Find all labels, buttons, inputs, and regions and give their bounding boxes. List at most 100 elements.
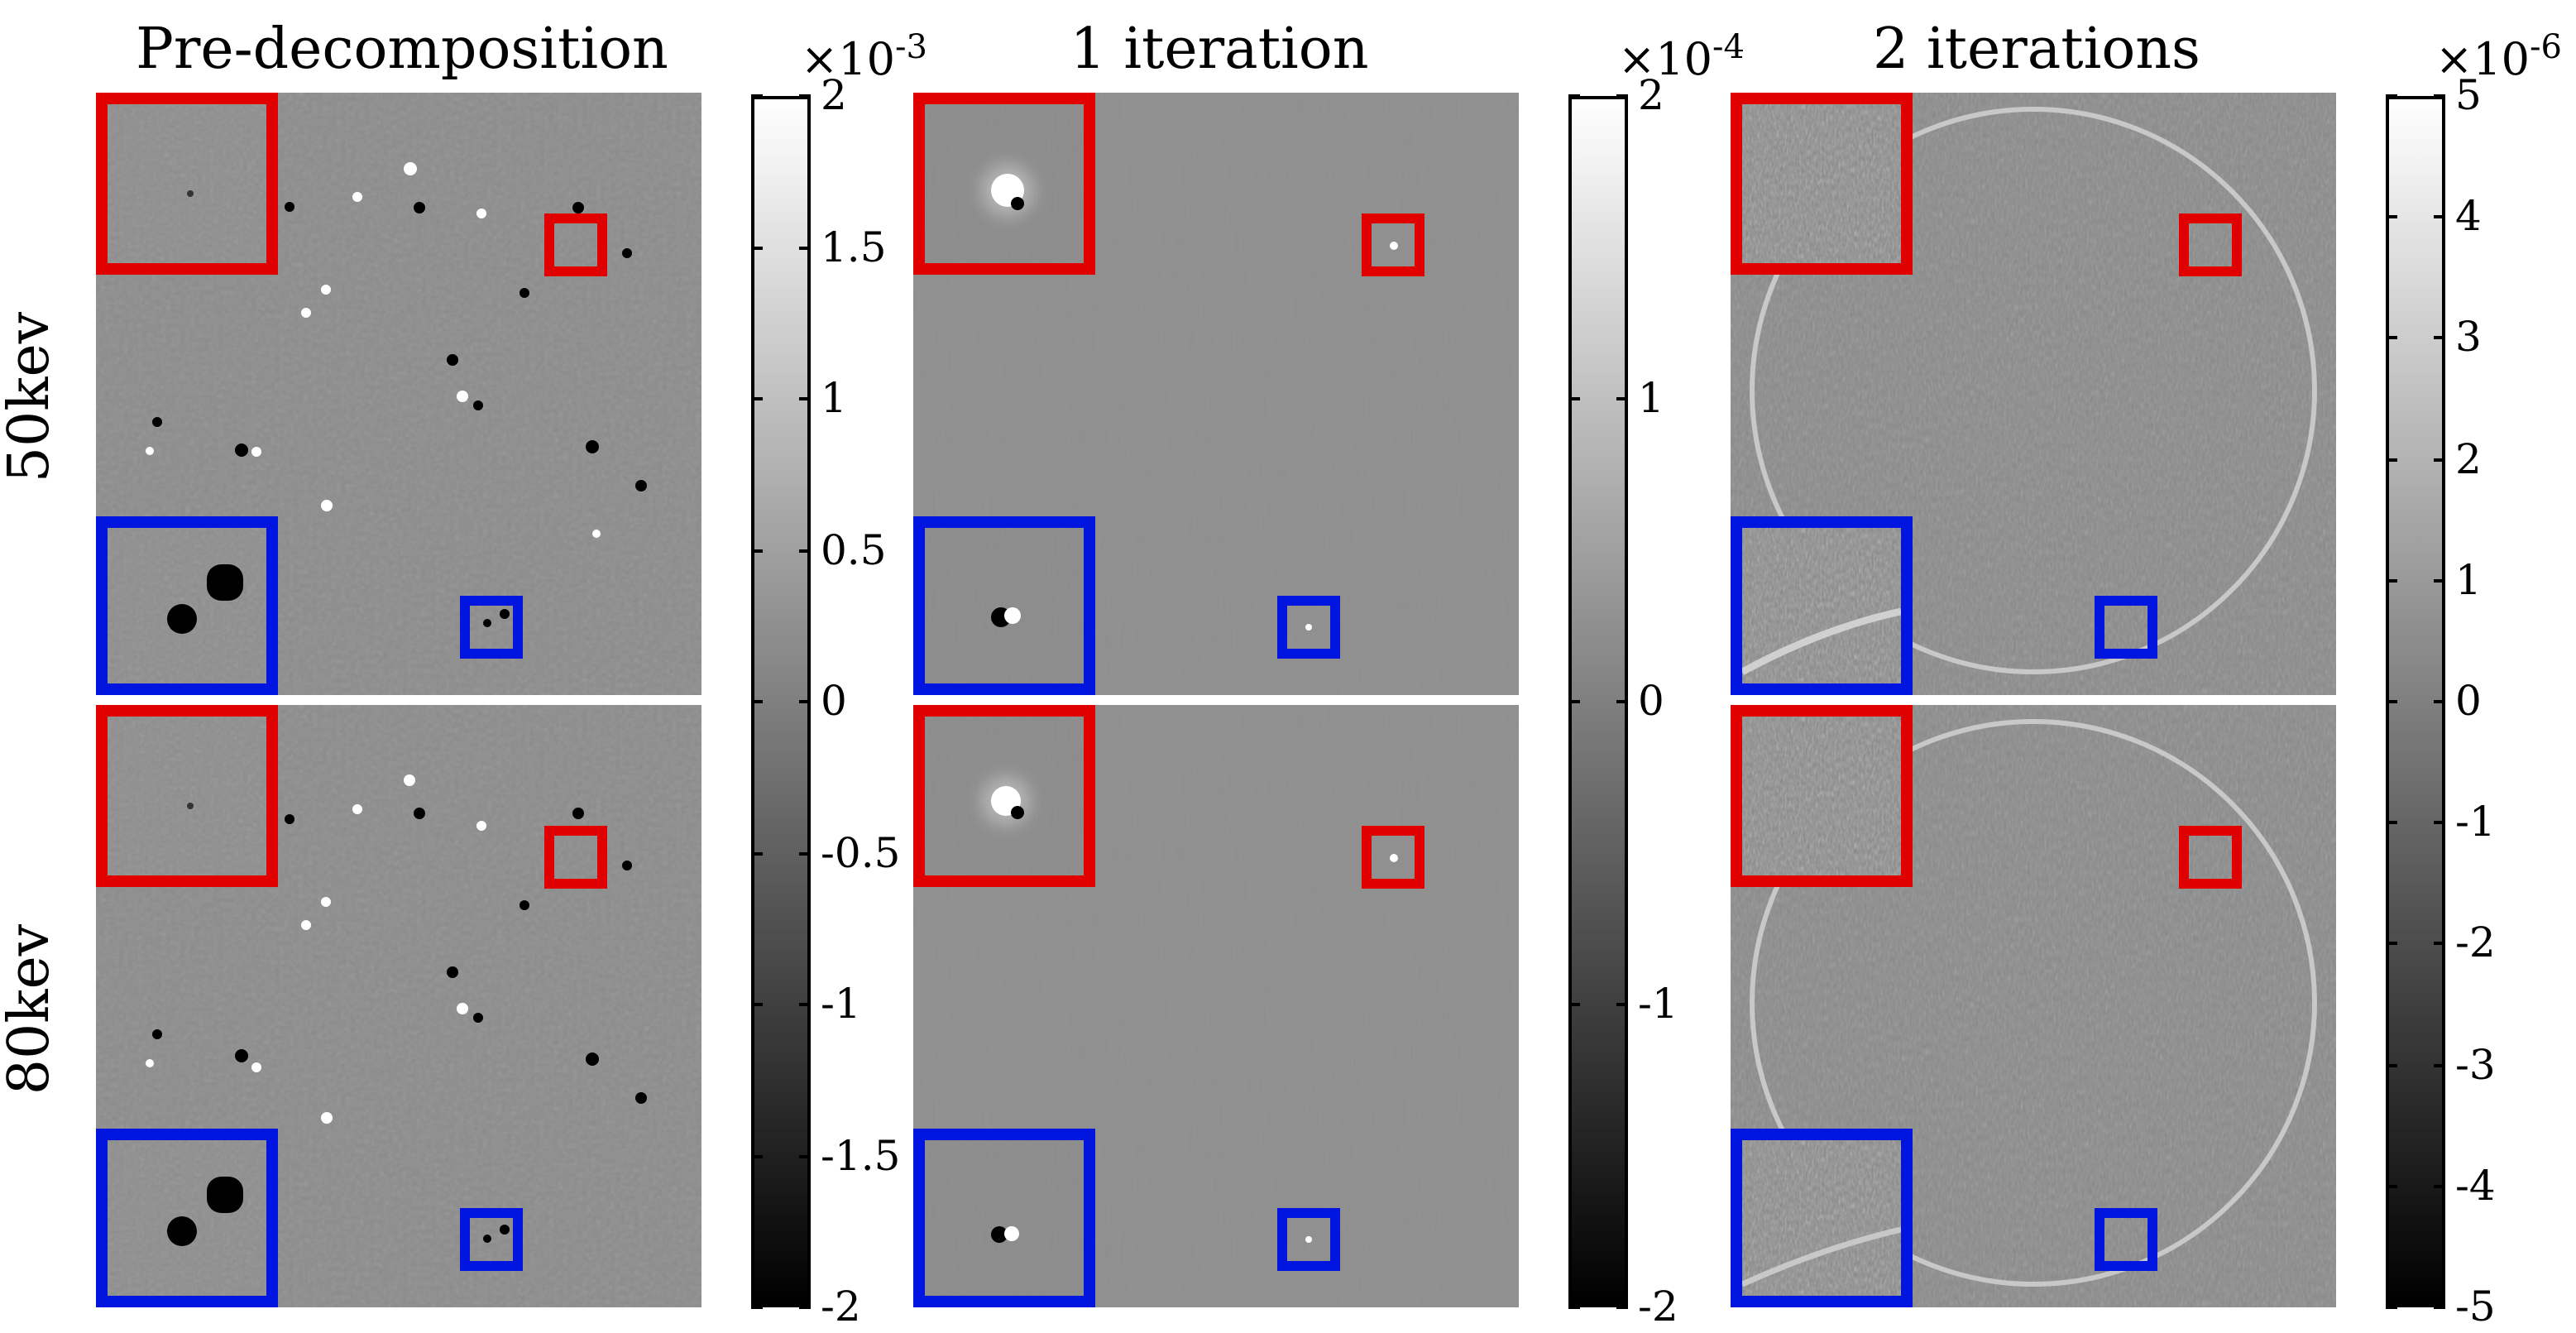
dark-spot	[500, 609, 510, 619]
colorbar-tick-mark	[799, 549, 811, 552]
zoom-inset-blue	[1731, 1129, 1913, 1307]
roi-box-red	[2179, 826, 2242, 889]
colorbar-tick-mark	[1616, 397, 1628, 400]
colorbar-tick-label: 0	[2455, 677, 2482, 725]
colorbar-tick-mark	[1616, 1003, 1628, 1006]
colorbar-tick-mark	[751, 246, 763, 249]
bright-spot	[404, 774, 415, 786]
roi-box-blue	[1277, 596, 1340, 659]
colorbar-tick-mark	[2386, 458, 2397, 462]
colorbar-tick-mark	[2386, 1063, 2397, 1067]
zoom-inset-red	[96, 705, 278, 887]
bright-spot	[1390, 242, 1398, 250]
dark-spot	[187, 190, 194, 197]
zoom-inset-red	[913, 705, 1095, 887]
bright-spot	[146, 447, 154, 455]
panel-2-iterations-80kev	[1731, 705, 2336, 1307]
dark-spot	[414, 808, 425, 819]
bright-spot	[321, 285, 331, 295]
dark-spot	[152, 417, 162, 427]
dark-spot	[572, 202, 584, 213]
colorbar-tick-mark	[2434, 94, 2445, 98]
dark-spot	[473, 1013, 483, 1023]
bright-spot	[457, 1003, 468, 1014]
bright-spot	[146, 1059, 154, 1067]
bright-spot	[1004, 607, 1021, 624]
colorbar-tick-label: -3	[2455, 1040, 2496, 1089]
dark-spot	[473, 400, 483, 410]
panel-1-iteration-80kev	[913, 705, 1519, 1307]
zoom-inset-blue	[913, 1129, 1095, 1307]
colorbar-tick-mark	[2386, 94, 2397, 98]
bright-spot	[251, 447, 261, 457]
dark-spot	[285, 814, 294, 824]
colorbar-tick-label: -2	[1638, 1283, 1678, 1331]
bright-spot	[457, 391, 468, 402]
bright-spot	[1305, 1236, 1312, 1243]
roi-box-blue	[460, 596, 523, 659]
colorbar-tick-label: 2	[1638, 71, 1664, 119]
column-title-1-iteration: 1 iteration	[1070, 17, 1369, 83]
roi-box-red	[1362, 826, 1424, 889]
colorbar-tick-label: 1	[2455, 555, 2482, 604]
roi-box-red	[544, 826, 607, 889]
colorbar-tick-mark	[1568, 94, 1580, 98]
colorbar-tick-mark	[2386, 1184, 2397, 1188]
roi-box-blue	[460, 1208, 523, 1271]
colorbar-tick-mark	[799, 700, 811, 703]
colorbar-tick-label: -2	[2455, 918, 2496, 967]
bright-spot	[321, 897, 331, 907]
zoom-inset-red	[96, 93, 278, 275]
bright-spot	[301, 308, 311, 318]
colorbar-tick-mark	[799, 1306, 811, 1309]
dark-spot	[483, 619, 491, 627]
dark-spot	[586, 1052, 599, 1066]
dark-spot	[152, 1029, 162, 1039]
dark-spot	[167, 604, 197, 634]
bright-spot	[321, 500, 333, 511]
dark-spot	[187, 803, 194, 809]
colorbar-tick-mark	[1568, 397, 1580, 400]
bright-spot	[1004, 1226, 1019, 1241]
row-label-50kev: 50kev	[0, 311, 63, 483]
colorbar-tick-label: 4	[2455, 192, 2482, 241]
colorbar-tick-label: -1	[1638, 980, 1678, 1028]
dark-spot	[1011, 806, 1024, 819]
colorbar-tick-mark	[751, 397, 763, 400]
dark-spot	[991, 1226, 1008, 1243]
roi-box-blue	[1277, 1208, 1340, 1271]
roi-box-red	[2179, 213, 2242, 276]
colorbar-tick-mark	[1616, 700, 1628, 703]
roi-box-blue	[2095, 1208, 2157, 1271]
colorbar-tick-mark	[2434, 336, 2445, 340]
colorbar-tick-label: 1.5	[821, 223, 887, 271]
dark-spot	[1011, 197, 1024, 210]
colorbar-tick-mark	[751, 700, 763, 703]
colorbar-1-exponent: ×10-3	[801, 26, 927, 86]
dark-spot	[635, 480, 647, 491]
dark-spot	[447, 966, 458, 978]
dark-spot	[483, 1235, 491, 1243]
dark-spot	[207, 564, 243, 601]
colorbar-tick-mark	[2434, 215, 2445, 219]
bright-spot	[476, 821, 486, 831]
roi-box-red	[1362, 213, 1424, 276]
panel-2-iterations-50kev	[1731, 93, 2336, 695]
bright-spot	[352, 192, 362, 202]
bright-spot	[301, 920, 311, 930]
row-label-80kev: 80kev	[0, 923, 63, 1096]
colorbar-tick-label: 0.5	[821, 525, 887, 573]
bright-spot	[251, 1062, 261, 1072]
dark-spot	[235, 1049, 248, 1062]
dark-spot	[167, 1216, 197, 1246]
colorbar-2-exponent: ×10-4	[1618, 26, 1745, 86]
colorbar-tick-label: -5	[2455, 1283, 2496, 1331]
colorbar-tick-label: -1	[821, 980, 861, 1028]
colorbar-tick-mark	[751, 549, 763, 552]
colorbar-tick-mark	[2386, 700, 2397, 703]
colorbar-tick-mark	[1568, 700, 1580, 703]
dark-spot	[520, 900, 529, 910]
colorbar-tick-mark	[751, 1306, 763, 1309]
dark-spot	[586, 440, 599, 453]
